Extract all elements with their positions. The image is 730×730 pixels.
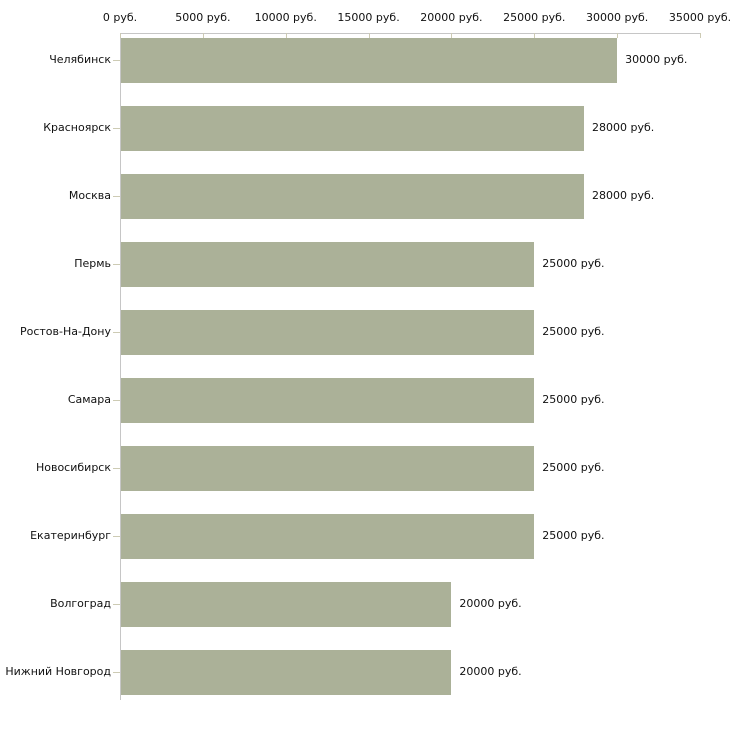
value-label: 25000 руб. <box>542 393 605 406</box>
y-axis-tick <box>113 536 120 537</box>
category-label: Челябинск <box>49 53 111 66</box>
y-axis-tick <box>113 332 120 333</box>
bar <box>121 309 535 355</box>
y-axis-tick <box>113 400 120 401</box>
x-axis-tick <box>202 33 204 38</box>
y-axis-tick <box>113 128 120 129</box>
category-label: Новосибирск <box>35 461 111 474</box>
y-axis-tick <box>113 468 120 469</box>
x-axis-tick-label: 20000 руб. <box>420 11 483 24</box>
x-axis-tick-label: 30000 руб. <box>586 11 649 24</box>
value-label: 30000 руб. <box>625 53 688 66</box>
value-label: 20000 руб. <box>459 665 522 678</box>
value-label: 20000 руб. <box>459 597 522 610</box>
y-axis-tick <box>113 264 120 265</box>
bar <box>121 445 535 491</box>
bar <box>121 37 618 83</box>
y-axis-tick <box>113 196 120 197</box>
category-label: Ростов-На-Дону <box>19 325 111 338</box>
category-label: Самара <box>67 393 111 406</box>
y-axis-line <box>120 33 121 700</box>
bar <box>121 241 535 287</box>
x-axis-tick <box>120 33 121 38</box>
bar <box>121 581 452 627</box>
x-axis-tick-label: 15000 руб. <box>337 11 400 24</box>
value-label: 25000 руб. <box>542 529 605 542</box>
category-label: Пермь <box>74 257 111 270</box>
value-label: 25000 руб. <box>542 461 605 474</box>
y-axis-tick <box>113 672 120 673</box>
x-axis-tick <box>285 33 287 38</box>
value-label: 28000 руб. <box>592 189 655 202</box>
category-label: Нижний Новгород <box>5 665 111 678</box>
category-label: Волгоград <box>50 597 111 610</box>
bar <box>121 649 452 695</box>
category-label: Красноярск <box>43 121 111 134</box>
x-axis-tick-label: 10000 руб. <box>254 11 317 24</box>
x-axis-tick <box>451 33 453 38</box>
bar <box>121 513 535 559</box>
x-axis-tick-label: 0 руб. <box>102 11 138 24</box>
value-label: 25000 руб. <box>542 325 605 338</box>
x-axis-tick <box>617 33 619 38</box>
bar <box>121 377 535 423</box>
x-axis-tick-label: 5000 руб. <box>175 11 231 24</box>
y-axis-tick <box>113 60 120 61</box>
x-axis-tick <box>534 33 536 38</box>
y-axis-tick <box>113 604 120 605</box>
category-label: Екатеринбург <box>30 529 111 542</box>
value-label: 28000 руб. <box>592 121 655 134</box>
category-label: Москва <box>68 189 111 202</box>
x-axis-tick-label: 25000 руб. <box>503 11 566 24</box>
x-axis-tick-label: 35000 руб. <box>668 11 730 24</box>
x-axis-tick <box>700 33 701 38</box>
value-label: 25000 руб. <box>542 257 605 270</box>
bar <box>121 105 584 151</box>
bar <box>121 173 584 219</box>
x-axis-line <box>120 33 701 34</box>
x-axis-tick <box>368 33 370 38</box>
